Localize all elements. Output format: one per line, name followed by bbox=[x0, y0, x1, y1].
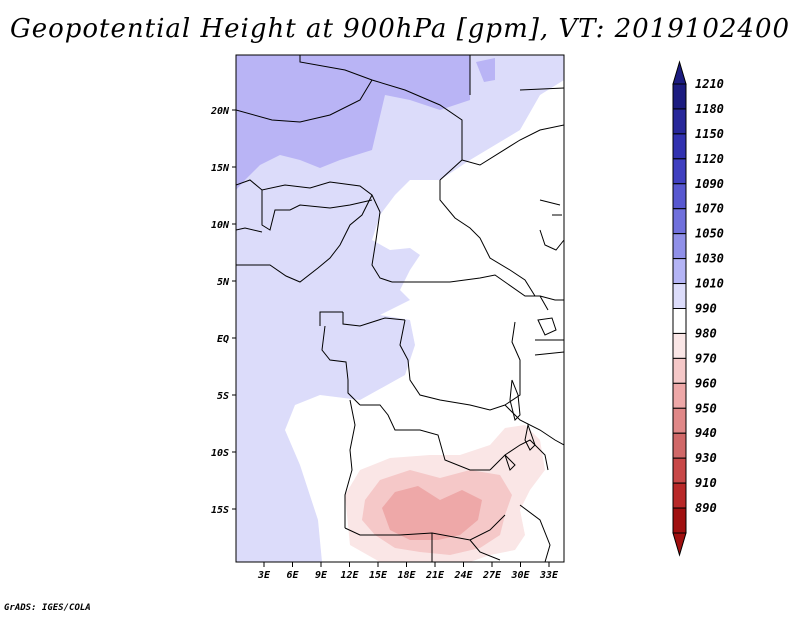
lon-label: 30E bbox=[510, 570, 530, 581]
north-high-field-2 bbox=[476, 58, 495, 82]
colorbar-label: 1030 bbox=[695, 252, 724, 266]
colorbar-label: 940 bbox=[695, 426, 717, 440]
colorbar-label: 950 bbox=[695, 401, 717, 415]
lat-label: 15S bbox=[211, 505, 229, 516]
colorbar-segment bbox=[672, 83, 687, 110]
colorbar-label: 910 bbox=[695, 476, 717, 490]
colorbar-label: 1010 bbox=[695, 277, 724, 291]
colorbar-segment bbox=[672, 208, 687, 235]
north-high-field bbox=[236, 55, 470, 190]
lon-label: 15E bbox=[369, 570, 388, 581]
colorbar-segment bbox=[672, 457, 687, 484]
colorbar-label: 1090 bbox=[695, 177, 724, 191]
colorbar-segment bbox=[672, 133, 687, 160]
lon-label: 9E bbox=[315, 570, 328, 581]
colorbar-label: 1210 bbox=[695, 77, 724, 91]
colorbar-label: 980 bbox=[695, 326, 717, 340]
colorbar-label: 930 bbox=[695, 451, 717, 465]
colorbar-segment bbox=[672, 382, 687, 409]
lat-label: 15N bbox=[211, 163, 230, 174]
colorbar-label: 890 bbox=[695, 501, 717, 515]
colorbar-bottom-arrow bbox=[672, 532, 687, 557]
latitude-axis: 20N 15N 10N 5N EQ 5S 10S 15S bbox=[210, 106, 236, 516]
longitude-axis: 3E 6E 9E 12E 15E 18E 21E 24E 27E 30E 33E bbox=[257, 562, 559, 581]
lat-label: 5N bbox=[217, 277, 230, 288]
colorbar-segment bbox=[672, 258, 687, 285]
colorbar-top-arrow bbox=[672, 60, 687, 85]
pink-dark-field bbox=[382, 486, 482, 540]
colorbar-label: 1070 bbox=[695, 202, 724, 216]
lon-label: 3E bbox=[257, 570, 271, 581]
colorbar-label: 960 bbox=[695, 376, 717, 390]
colorbar-segment bbox=[672, 183, 687, 210]
colorbar-segment bbox=[672, 308, 687, 334]
colorbar-segment bbox=[672, 407, 687, 434]
map-title: Geopotential Height at 900hPa [gpm], VT:… bbox=[9, 14, 791, 44]
colorbar-segment bbox=[672, 283, 687, 309]
lon-label: 18E bbox=[397, 570, 416, 581]
lakes bbox=[504, 317, 557, 471]
colorbar-label: 1120 bbox=[695, 152, 724, 166]
lon-label: 33E bbox=[539, 570, 559, 581]
colorbar-label: 990 bbox=[695, 302, 717, 316]
lat-label: 10N bbox=[211, 220, 230, 231]
colorbar-segment bbox=[672, 158, 687, 185]
colorbar-label: 1050 bbox=[695, 227, 724, 241]
colorbar-segment bbox=[672, 357, 687, 384]
lat-label: 20N bbox=[210, 106, 230, 117]
lon-label: 24E bbox=[453, 570, 473, 581]
lat-label: EQ bbox=[217, 334, 229, 345]
colorbar-segment bbox=[672, 507, 687, 534]
grads-credit: GrADS: IGES/COLA bbox=[4, 603, 91, 613]
lon-label: 6E bbox=[286, 570, 299, 581]
colorbar-segment bbox=[672, 233, 687, 260]
colorbar-segment bbox=[672, 432, 687, 459]
colorbar-segment bbox=[672, 332, 687, 359]
colorbar-segment bbox=[672, 482, 687, 509]
lon-label: 12E bbox=[340, 570, 359, 581]
plot-frame bbox=[235, 54, 565, 563]
colorbar-label: 1150 bbox=[695, 127, 724, 141]
colorbar-segment bbox=[672, 108, 687, 135]
lon-label: 27E bbox=[482, 570, 502, 581]
lat-label: 5S bbox=[217, 391, 229, 402]
colorbar-label: 1180 bbox=[695, 102, 724, 116]
colorbar: 1210 1180 1150 1120 1090 1070 1050 1030 1010 990 9… bbox=[672, 60, 724, 557]
country-borders bbox=[236, 55, 564, 562]
lon-label: 21E bbox=[425, 570, 445, 581]
lat-label: 10S bbox=[211, 448, 229, 459]
colorbar-label: 970 bbox=[695, 351, 717, 365]
